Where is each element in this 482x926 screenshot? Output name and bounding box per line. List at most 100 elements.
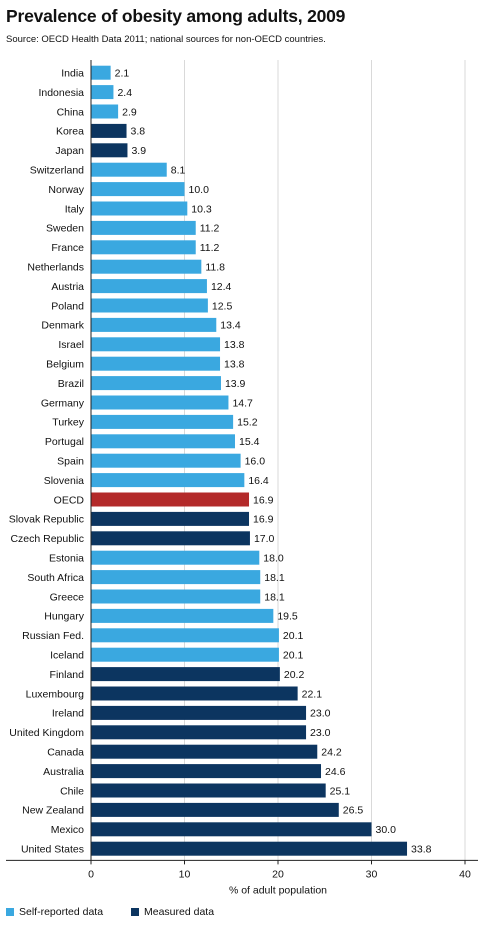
category-label: South Africa — [27, 572, 84, 584]
category-label: Czech Republic — [10, 533, 84, 545]
category-label: Denmark — [41, 320, 84, 332]
category-label: Turkey — [52, 417, 84, 429]
category-label: Canada — [47, 747, 84, 759]
value-label: 2.9 — [122, 106, 137, 118]
category-label: Austria — [51, 281, 84, 293]
bar — [91, 104, 119, 119]
bar — [91, 841, 408, 856]
value-label: 13.8 — [224, 339, 245, 351]
bar — [91, 162, 167, 177]
value-label: 14.7 — [232, 397, 253, 409]
bar — [91, 608, 274, 623]
value-label: 18.0 — [263, 553, 284, 565]
bar — [91, 201, 188, 216]
bar — [91, 123, 127, 138]
bar — [91, 65, 111, 80]
bar — [91, 511, 250, 526]
category-label: Brazil — [58, 378, 84, 390]
legend-label-measured: Measured data — [144, 906, 215, 918]
category-label: Spain — [57, 456, 84, 468]
chart-title: Prevalence of obesity among adults, 2009 — [6, 6, 346, 26]
value-label: 13.8 — [224, 359, 245, 371]
bar — [91, 453, 241, 468]
category-label: Japan — [55, 145, 84, 157]
bar — [91, 589, 261, 604]
legend-item-self-reported: Self-reported data — [6, 906, 103, 918]
category-label: New Zealand — [22, 805, 84, 817]
category-label: Israel — [58, 339, 84, 351]
category-labels: India Indonesia China Korea Japan Switzerland… — [9, 68, 85, 856]
bar — [91, 570, 261, 585]
bar — [91, 550, 260, 565]
x-tick-label: 30 — [366, 868, 378, 880]
bars — [91, 65, 408, 856]
value-label: 3.8 — [131, 126, 146, 138]
bar — [91, 143, 128, 158]
bar — [91, 395, 229, 410]
x-tick-label: 0 — [88, 868, 94, 880]
category-label: Switzerland — [30, 165, 84, 177]
x-tick-label: 40 — [459, 868, 471, 880]
bar — [91, 317, 217, 332]
value-label: 16.0 — [245, 456, 266, 468]
category-label: Finland — [50, 669, 85, 681]
value-label: 11.2 — [200, 223, 220, 235]
value-label: 10.3 — [191, 203, 212, 215]
category-label: China — [57, 106, 85, 118]
category-label: OECD — [54, 494, 85, 506]
value-label: 20.1 — [283, 630, 304, 642]
bar — [91, 414, 234, 429]
value-label: 8.1 — [171, 165, 186, 177]
category-label: Chile — [60, 785, 84, 797]
value-label: 16.9 — [253, 494, 274, 506]
value-label: 23.0 — [310, 708, 331, 720]
value-label: 10.0 — [189, 184, 210, 196]
bar — [91, 473, 245, 488]
value-label: 23.0 — [310, 727, 331, 739]
value-label: 11.8 — [205, 262, 225, 274]
value-label: 2.1 — [115, 68, 130, 80]
category-label: Australia — [43, 766, 84, 778]
value-label: 24.6 — [325, 766, 346, 778]
legend-swatch-self-reported — [6, 908, 14, 916]
bar — [91, 279, 207, 294]
category-label: Sweden — [46, 223, 84, 235]
bar — [91, 434, 235, 449]
category-label: Belgium — [46, 359, 84, 371]
value-label: 19.5 — [277, 611, 298, 623]
bar — [91, 686, 298, 701]
category-label: Germany — [41, 397, 85, 409]
category-label: Estonia — [49, 553, 84, 565]
category-label: Slovenia — [44, 475, 84, 487]
chart-source: Source: OECD Health Data 2011; national … — [6, 34, 326, 45]
bar — [91, 764, 322, 779]
value-label: 15.2 — [237, 417, 258, 429]
bar — [91, 240, 196, 255]
value-label: 13.9 — [225, 378, 246, 390]
category-label: France — [51, 242, 84, 254]
category-label: Ireland — [52, 708, 84, 720]
category-label: United Kingdom — [9, 727, 84, 739]
category-label: India — [61, 68, 84, 80]
category-label: Poland — [51, 300, 84, 312]
x-axis-label: % of adult population — [229, 884, 327, 896]
value-label: 17.0 — [254, 533, 275, 545]
x-axis: 0 10 20 30 40 % of adult population — [6, 60, 478, 896]
bar — [91, 337, 221, 352]
value-labels: 2.1 2.4 2.9 3.8 3.9 8.110.0 10.3 11.2 11.2 11.8 12… — [115, 68, 432, 856]
category-label: Mexico — [51, 824, 84, 836]
bar — [91, 220, 196, 235]
bar — [91, 85, 114, 100]
legend-swatch-measured — [131, 908, 139, 916]
value-label: 24.2 — [321, 747, 342, 759]
category-label: United States — [21, 844, 84, 856]
bar — [91, 376, 221, 391]
value-label: 18.1 — [264, 572, 285, 584]
value-label: 26.5 — [343, 805, 364, 817]
value-label: 20.1 — [283, 650, 304, 662]
bar — [91, 783, 326, 798]
legend-item-measured: Measured data — [131, 906, 214, 918]
category-label: Russian Fed. — [22, 630, 84, 642]
value-label: 30.0 — [376, 824, 397, 836]
category-label: Hungary — [44, 611, 84, 623]
